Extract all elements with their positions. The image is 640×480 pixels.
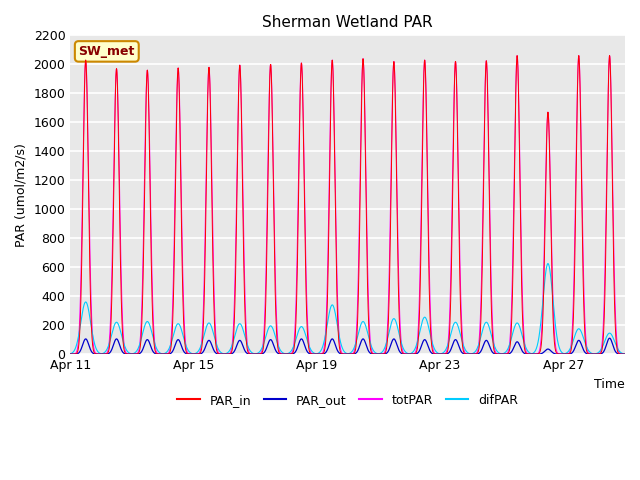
Title: Sherman Wetland PAR: Sherman Wetland PAR [262, 15, 433, 30]
Y-axis label: PAR (umol/m2/s): PAR (umol/m2/s) [15, 143, 28, 247]
Text: SW_met: SW_met [79, 45, 135, 58]
X-axis label: Time: Time [595, 378, 625, 391]
Legend: PAR_in, PAR_out, totPAR, difPAR: PAR_in, PAR_out, totPAR, difPAR [172, 389, 524, 412]
